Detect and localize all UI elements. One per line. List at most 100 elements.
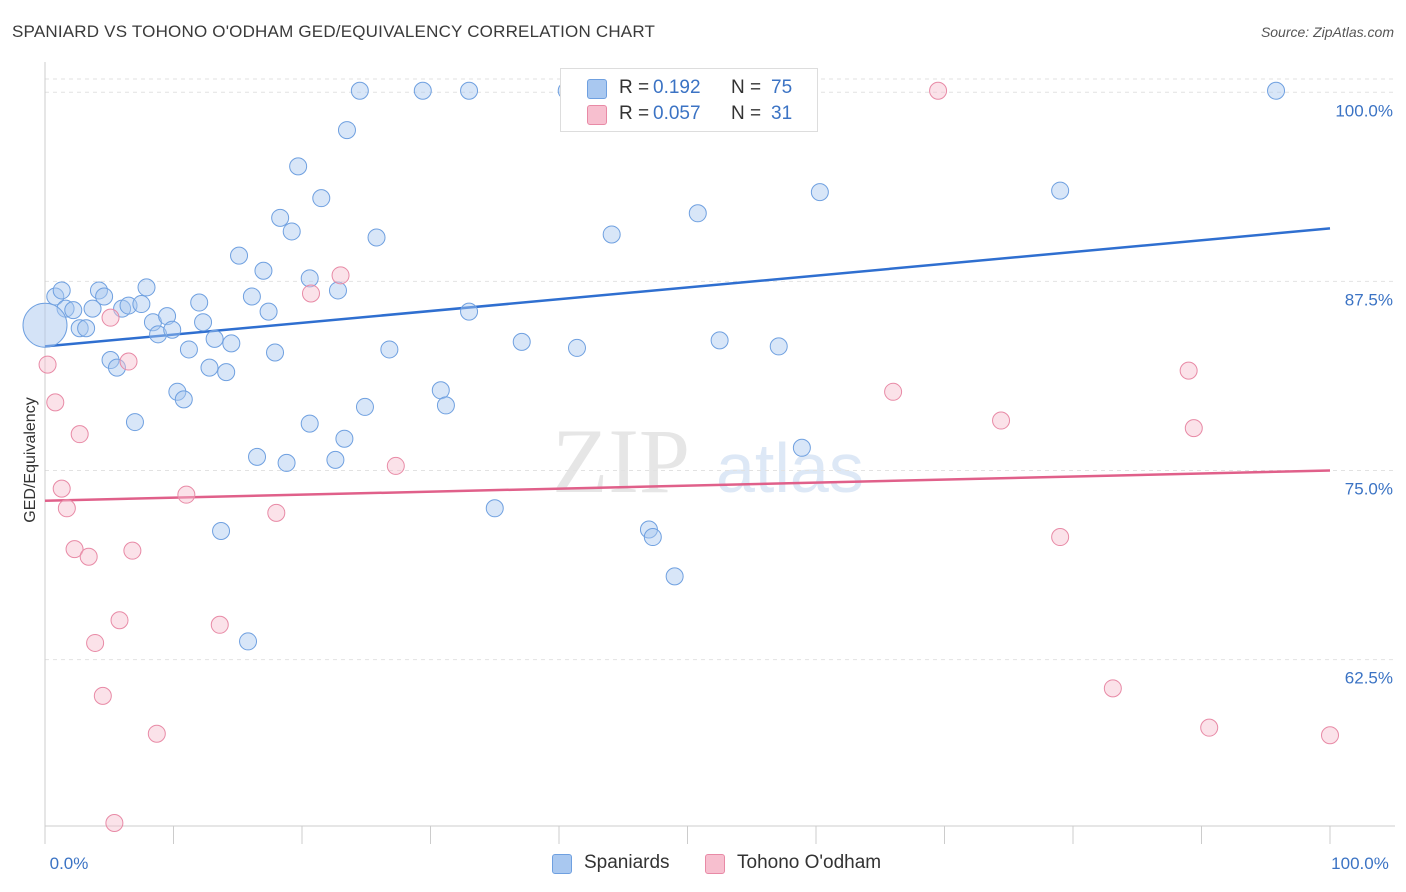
spaniards-point — [212, 521, 231, 540]
spaniards-point — [217, 363, 236, 382]
bottom-legend-label-spaniards: Spaniards — [584, 852, 670, 873]
spaniards-point — [77, 319, 96, 338]
legend-n-label: N = — [731, 103, 762, 124]
spaniards-point — [460, 302, 479, 321]
spaniards-point — [460, 81, 479, 100]
spaniards-point — [230, 246, 249, 265]
spaniards-point — [335, 429, 354, 448]
spaniards-point — [163, 320, 182, 339]
legend-r-value: 0.057 — [653, 103, 701, 124]
tohono-point — [123, 541, 142, 560]
tohono-point — [386, 456, 405, 475]
spaniards-point — [101, 351, 120, 370]
spaniards-point — [769, 337, 788, 356]
tohono-point — [70, 425, 89, 444]
spaniards-point — [205, 329, 224, 348]
watermark-atlas: atlas — [716, 429, 864, 507]
spaniards-point — [380, 340, 399, 359]
tohono-point — [1179, 361, 1198, 380]
tohono-point — [992, 411, 1011, 430]
spaniards-point — [107, 358, 126, 377]
spaniards-point — [95, 287, 114, 306]
spaniards-point — [248, 447, 267, 466]
spaniards-point — [190, 293, 209, 312]
spaniards-point — [413, 81, 432, 100]
axis-labels: GED/Equivalency 100.0% 87.5% 75.0% 62.5% 0.0… — [22, 101, 1393, 873]
spaniards-point — [300, 414, 319, 433]
spaniards-point — [174, 390, 193, 409]
spaniards-point — [125, 413, 144, 432]
tohono-point — [147, 724, 166, 743]
spaniards-point — [22, 302, 68, 348]
spaniards-point — [350, 81, 369, 100]
tohono-point — [93, 686, 112, 705]
spaniards-point — [194, 313, 213, 332]
tohono-trend-line — [44, 469, 1331, 502]
spaniards-point — [688, 204, 707, 223]
legend-n-value: 75 — [771, 77, 793, 98]
tohono-point — [105, 813, 124, 832]
spaniards-point — [431, 381, 450, 400]
tohono-point — [79, 547, 98, 566]
bottom-legend-label-tohono: Tohono O'odham — [737, 852, 882, 873]
spaniards-point — [254, 261, 273, 280]
spaniards-point — [485, 499, 504, 518]
spaniards-point — [710, 331, 729, 350]
watermark: ZIP atlas — [552, 410, 864, 512]
watermark-zip: ZIP — [552, 410, 690, 512]
tohono-point — [46, 393, 65, 412]
legend-swatch-tohono — [587, 105, 607, 125]
spaniards-point — [1267, 81, 1286, 100]
y-tick-label: 87.5% — [1345, 290, 1393, 309]
spaniards-point — [64, 301, 83, 320]
trend-lines — [44, 227, 1331, 502]
tohono-point — [52, 479, 71, 498]
x-tick-label: 0.0% — [50, 854, 89, 873]
legend-n-value: 31 — [771, 103, 793, 124]
spaniards-point — [242, 287, 261, 306]
tohono-point — [119, 352, 138, 371]
spaniards-trend-line — [44, 227, 1331, 348]
tohono-point — [177, 485, 196, 504]
tohono-point — [65, 540, 84, 559]
spaniards-point — [300, 269, 319, 288]
x-tick-label: 100.0% — [1331, 854, 1389, 873]
spaniards-point — [271, 208, 290, 227]
tohono-point — [57, 499, 76, 518]
spaniards-point — [810, 183, 829, 202]
tohono-point — [331, 266, 350, 285]
spaniards-point — [132, 295, 151, 314]
spaniards-point — [168, 382, 187, 401]
spaniards-point — [179, 340, 198, 359]
axes — [44, 62, 1395, 844]
spaniards-point — [643, 528, 662, 547]
spaniards-point — [259, 302, 278, 321]
spaniards-point — [52, 281, 71, 300]
legend-swatch-spaniards — [587, 79, 607, 99]
tohono-point — [210, 615, 229, 634]
y-tick-label: 75.0% — [1345, 479, 1393, 498]
tohono-point — [267, 503, 286, 522]
source-label: Source: ZipAtlas.com — [1260, 24, 1394, 40]
spaniards-point — [436, 396, 455, 415]
spaniards-point — [1051, 181, 1070, 200]
tohono-point — [884, 382, 903, 401]
spaniards-point — [792, 438, 811, 457]
spaniards-point — [119, 296, 138, 315]
spaniards-point — [89, 281, 108, 300]
tohono-point — [110, 611, 129, 630]
spaniards-point — [337, 121, 356, 140]
tohono-point — [1321, 726, 1339, 745]
spaniards-point — [83, 299, 102, 318]
tohono-point — [101, 308, 120, 327]
tohono-point — [929, 81, 948, 100]
tohono-point — [301, 284, 320, 303]
spaniards-point — [137, 278, 156, 297]
spaniards-point — [222, 334, 241, 353]
spaniards-point — [328, 281, 347, 300]
spaniards-point — [282, 222, 301, 241]
legend-r-value: 0.192 — [653, 77, 701, 98]
y-tick-label: 100.0% — [1335, 101, 1393, 120]
spaniards-point — [158, 307, 177, 326]
tohono-point — [86, 633, 105, 652]
